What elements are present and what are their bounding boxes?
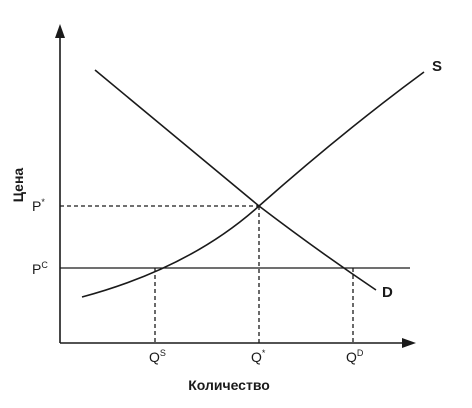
x-tick-label-qstar: Q* <box>251 348 266 365</box>
y-tick-label-pstar: P* <box>32 197 45 214</box>
series-label-d: D <box>382 284 393 301</box>
x-tick-label-qs: QS <box>149 348 166 365</box>
series-label-s: S <box>432 58 442 75</box>
demand-curve <box>94 69 377 291</box>
y-axis-title: Цена <box>10 168 26 203</box>
x-axis-arrow <box>402 338 416 348</box>
y-tick-label-pc: PC <box>32 260 48 277</box>
y-axis-arrow <box>55 24 65 38</box>
x-tick-label-qd: QD <box>346 348 364 365</box>
x-axis-title: Количество <box>188 377 270 393</box>
supply-curve <box>81 71 425 298</box>
